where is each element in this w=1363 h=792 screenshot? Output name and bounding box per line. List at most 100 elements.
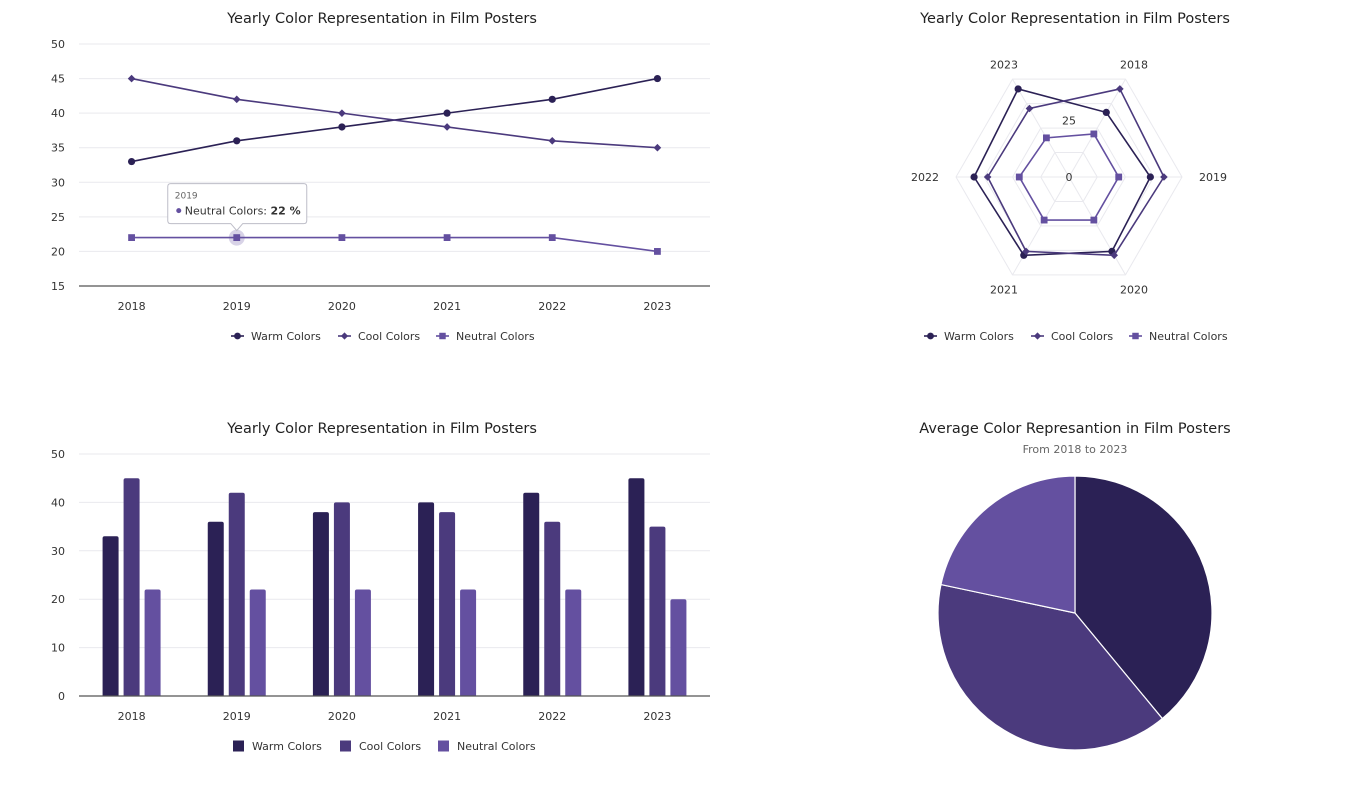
x-tick-label: 2022 bbox=[538, 710, 566, 723]
bar-cool-colors bbox=[544, 521, 561, 696]
legend-marker-cool-colors bbox=[340, 332, 349, 340]
radar-point-cool-colors bbox=[1160, 173, 1168, 181]
data-point-warm-colors bbox=[548, 95, 556, 103]
y-tick-label: 30 bbox=[51, 545, 65, 558]
x-tick-label: 2022 bbox=[538, 300, 566, 313]
y-tick-label: 40 bbox=[51, 496, 65, 509]
bar-cool-colors bbox=[649, 526, 666, 696]
radar-point-neutral-colors bbox=[1090, 216, 1098, 224]
legend-marker-neutral-colors bbox=[1132, 332, 1139, 340]
line-chart-y-axis: 15 20 25 30 35 40 45 50 bbox=[51, 38, 65, 293]
bar-cool-colors bbox=[439, 512, 456, 696]
legend-label-warm-colors: Warm Colors bbox=[252, 740, 322, 753]
y-tick-label: 10 bbox=[51, 642, 65, 655]
bar-neutral-colors bbox=[144, 589, 161, 696]
legend-label-neutral-colors: Neutral Colors bbox=[456, 330, 535, 343]
line-chart-series bbox=[127, 74, 662, 255]
x-tick-label: 2021 bbox=[433, 300, 461, 313]
radar-point-cool-colors bbox=[1116, 85, 1124, 93]
y-tick-label: 45 bbox=[51, 73, 65, 86]
pie-chart: Average Color Represantion in Film Poste… bbox=[919, 421, 1231, 751]
tooltip-value: 22 % bbox=[271, 205, 301, 218]
radar-r-tick-label: 25 bbox=[1062, 115, 1076, 128]
radar-spoke bbox=[1068, 78, 1126, 178]
y-tick-label: 50 bbox=[51, 448, 65, 461]
y-tick-label: 0 bbox=[58, 690, 65, 703]
tooltip-text: Neutral Colors: 22 % bbox=[185, 205, 301, 218]
radar-chart-series bbox=[970, 85, 1168, 260]
series-line-neutral-colors bbox=[131, 236, 658, 253]
legend-marker-warm-colors bbox=[234, 332, 241, 340]
radar-chart: Yearly Color Representation in Film Post… bbox=[911, 11, 1230, 343]
bar-warm-colors bbox=[418, 502, 435, 696]
legend-label-cool-colors: Cool Colors bbox=[358, 330, 420, 343]
radar-chart-legend: Warm Colors Cool Colors Neutral Colors bbox=[924, 330, 1228, 343]
legend-label-neutral-colors: Neutral Colors bbox=[457, 740, 536, 753]
legend-marker-cool-colors bbox=[1033, 332, 1042, 340]
radar-spoke bbox=[1068, 176, 1126, 276]
legend-label-neutral-colors: Neutral Colors bbox=[1149, 330, 1228, 343]
data-point-cool-colors bbox=[127, 74, 136, 83]
radar-point-neutral-colors bbox=[1090, 130, 1098, 138]
bar-cool-colors bbox=[123, 478, 140, 696]
x-tick-label: 2021 bbox=[433, 710, 461, 723]
y-tick-label: 50 bbox=[51, 38, 65, 51]
bar-cool-colors bbox=[333, 502, 350, 696]
radar-spoke bbox=[1012, 78, 1070, 178]
data-point-neutral-colors bbox=[338, 234, 346, 241]
legend-swatch-neutral-colors bbox=[438, 740, 449, 752]
pie-slice-cool-colors bbox=[937, 583, 1164, 751]
data-point-neutral-colors bbox=[233, 234, 241, 241]
legend-label-warm-colors: Warm Colors bbox=[251, 330, 321, 343]
bar-neutral-colors bbox=[354, 589, 371, 696]
data-point-neutral-colors bbox=[654, 248, 661, 255]
y-tick-label: 20 bbox=[51, 245, 65, 258]
legend-label-warm-colors: Warm Colors bbox=[944, 330, 1014, 343]
bar-chart-y-axis: 0 10 20 30 40 50 bbox=[51, 448, 65, 703]
radar-axis-label: 2020 bbox=[1120, 284, 1148, 297]
tooltip: 2019 Neutral Colors: 22 % bbox=[167, 183, 308, 246]
radar-point-cool-colors bbox=[983, 173, 992, 181]
x-tick-label: 2018 bbox=[118, 710, 146, 723]
bar-chart-x-axis: 2018 2019 2020 2021 2022 2023 bbox=[118, 710, 672, 723]
data-point-cool-colors bbox=[232, 95, 241, 104]
radar-point-neutral-colors bbox=[1015, 173, 1023, 181]
bar-neutral-colors bbox=[565, 589, 582, 696]
radar-chart-title: Yearly Color Representation in Film Post… bbox=[919, 11, 1230, 27]
pie-chart-slices bbox=[937, 475, 1213, 751]
data-point-cool-colors bbox=[653, 143, 662, 152]
data-point-warm-colors bbox=[443, 109, 451, 117]
bar-warm-colors bbox=[207, 521, 224, 696]
radar-point-warm-colors bbox=[1014, 85, 1022, 93]
y-tick-label: 35 bbox=[51, 142, 65, 155]
radar-point-warm-colors bbox=[970, 173, 978, 181]
bar-neutral-colors bbox=[460, 589, 477, 696]
legend-swatch-warm-colors bbox=[233, 740, 244, 752]
bar-chart-bars bbox=[79, 478, 710, 697]
series-line-cool-colors bbox=[131, 77, 658, 149]
radar-point-cool-colors bbox=[1110, 251, 1118, 260]
radar-point-cool-colors bbox=[1022, 247, 1030, 256]
radar-point-warm-colors bbox=[1146, 173, 1154, 181]
x-tick-label: 2020 bbox=[328, 300, 356, 313]
y-tick-label: 15 bbox=[51, 280, 65, 293]
line-chart-title: Yearly Color Representation in Film Post… bbox=[226, 11, 537, 27]
bar-chart: Yearly Color Representation in Film Post… bbox=[51, 421, 710, 753]
radar-point-neutral-colors bbox=[1115, 173, 1123, 181]
pie-slice-neutral-colors bbox=[940, 475, 1076, 614]
radar-point-neutral-colors bbox=[1043, 134, 1050, 142]
tooltip-category: 2019 bbox=[175, 192, 198, 202]
tooltip-box bbox=[167, 183, 308, 232]
radar-point-warm-colors bbox=[1102, 108, 1110, 117]
line-chart-legend: Warm Colors Cool Colors Neutral Colors bbox=[231, 330, 535, 343]
legend-label-cool-colors: Cool Colors bbox=[1051, 330, 1113, 343]
bar-warm-colors bbox=[312, 512, 329, 696]
data-point-cool-colors bbox=[443, 123, 451, 131]
y-tick-label: 30 bbox=[51, 176, 65, 189]
radar-axis-label: 2023 bbox=[990, 58, 1018, 71]
data-point-warm-colors bbox=[653, 74, 662, 83]
bar-warm-colors bbox=[102, 536, 119, 696]
radar-chart-axis-labels: 2018 2019 2020 2021 2022 2023 bbox=[911, 58, 1227, 296]
data-point-cool-colors bbox=[338, 109, 346, 117]
